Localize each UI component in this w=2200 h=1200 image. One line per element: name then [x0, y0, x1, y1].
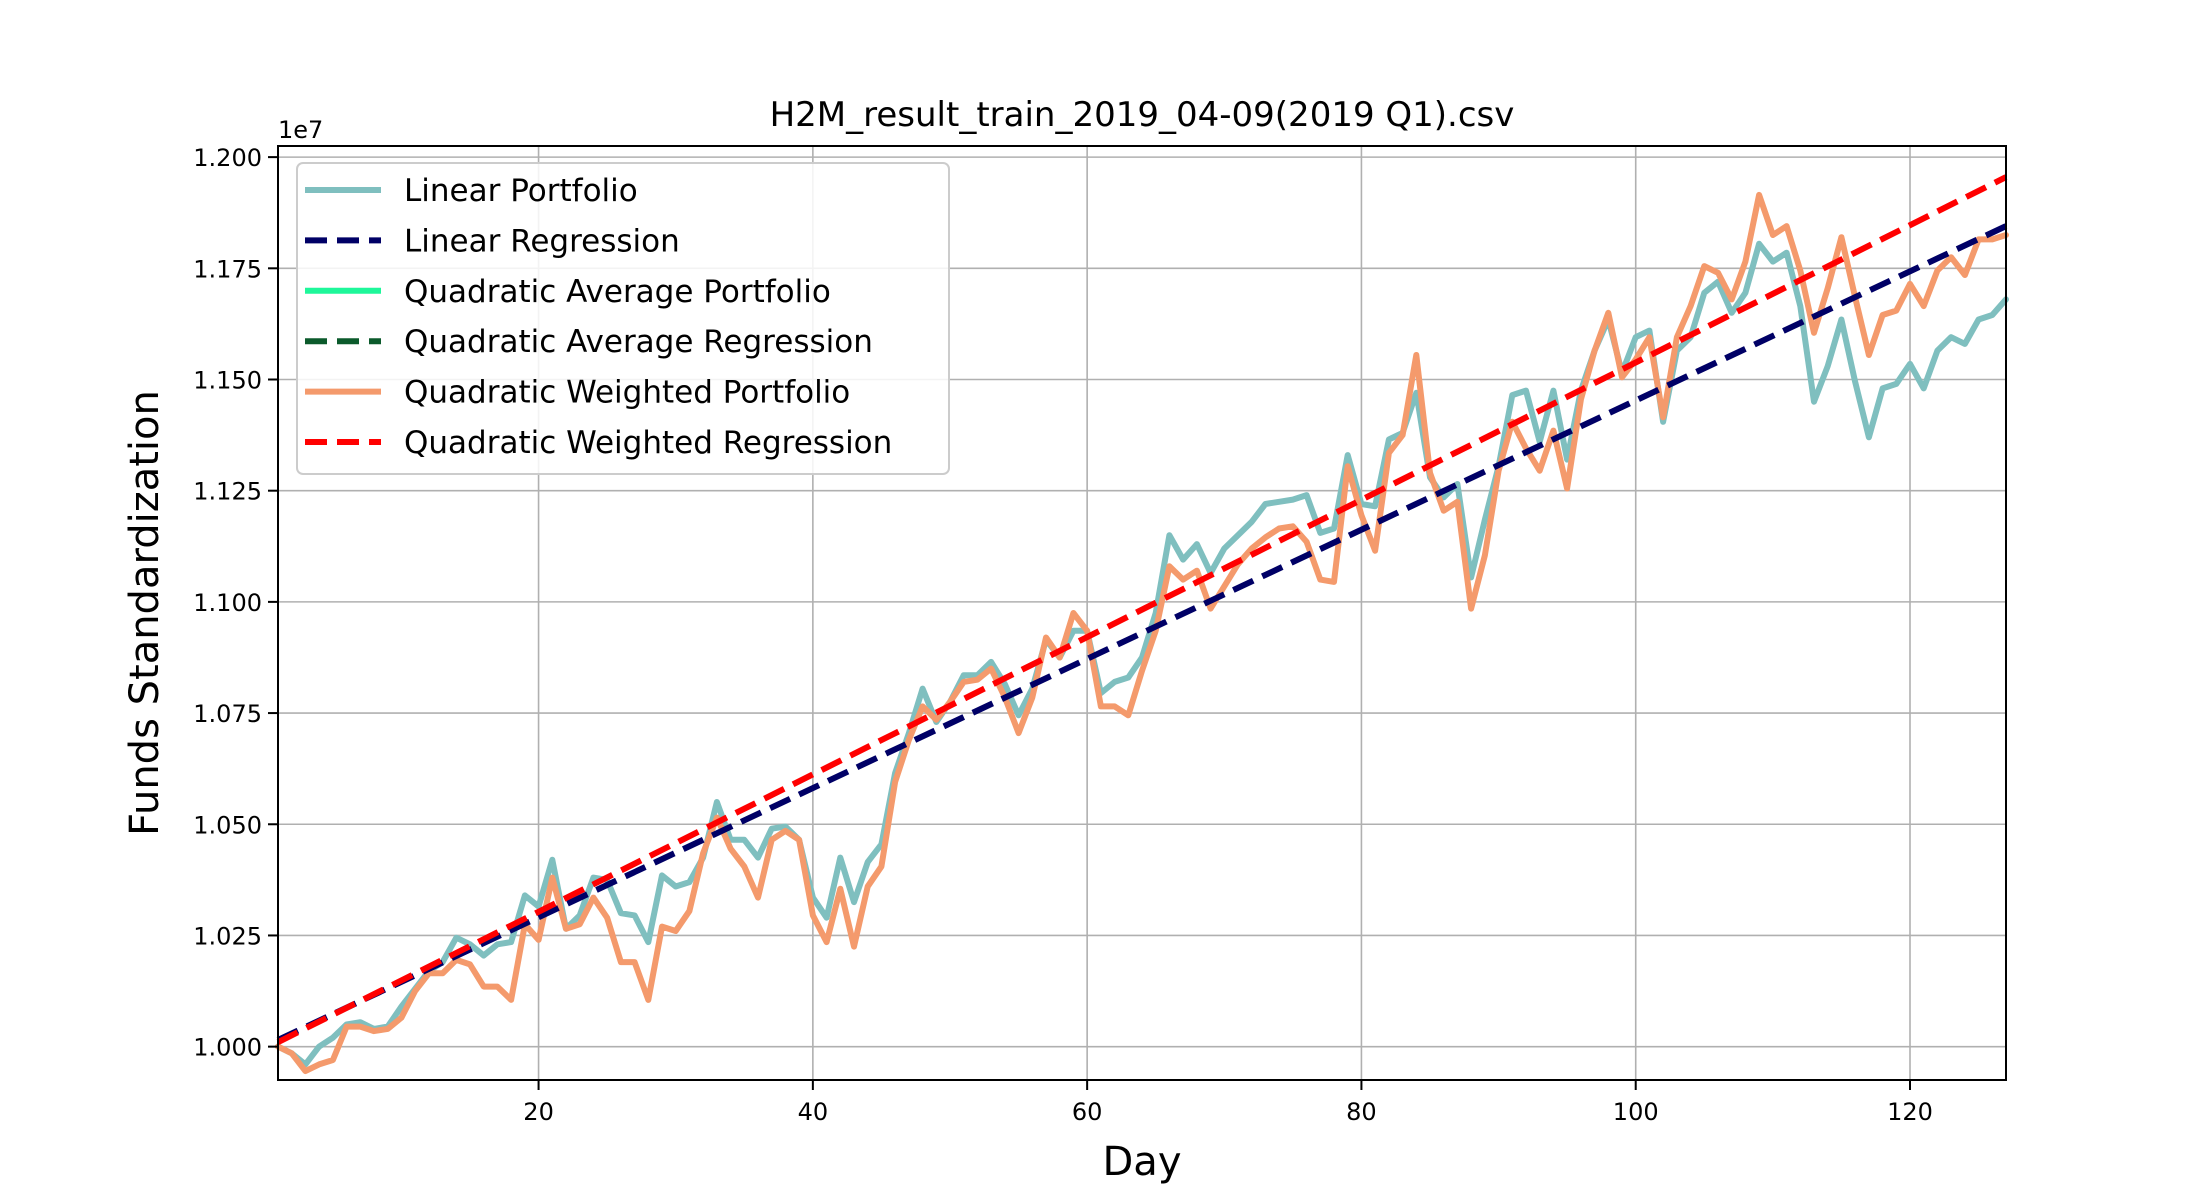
chart-title: H2M_result_train_2019_04-09(2019 Q1).csv — [770, 95, 1515, 135]
x-tick-label: 120 — [1887, 1098, 1933, 1126]
legend-label-linear-portfolio: Linear Portfolio — [404, 173, 638, 209]
series-line-quadratic-weighted-portfolio — [275, 191, 2009, 1075]
y-axis-label: Funds Standardization — [122, 390, 168, 836]
y-tick-label: 1.000 — [193, 1034, 262, 1062]
legend-label-quadratic-average-portfolio: Quadratic Average Portfolio — [404, 274, 831, 310]
y-tick-label: 1.025 — [193, 922, 262, 950]
x-tick-label: 100 — [1613, 1098, 1659, 1126]
legend-box — [296, 162, 950, 475]
y-offset-label: 1e7 — [278, 116, 323, 144]
y-tick-label: 1.200 — [193, 144, 262, 172]
y-tick-label: 1.050 — [193, 811, 262, 839]
y-tick-label: 1.175 — [193, 255, 262, 283]
legend-label-quadratic-average-regression: Quadratic Average Regression — [404, 324, 873, 360]
legend: Linear Portfolio Linear Regression Quadrat… — [296, 162, 950, 475]
legend-label-linear-regression: Linear Regression — [404, 223, 680, 259]
y-tick-label: 1.100 — [193, 589, 262, 617]
x-tick-label: 20 — [523, 1098, 554, 1126]
y-tick-label: 1.150 — [193, 367, 262, 395]
x-axis-label: Day — [1103, 1139, 1182, 1185]
x-tick-label: 80 — [1346, 1098, 1377, 1126]
axis-ticks: 20 40 60 80 100 120 1.000 1.025 1.050 1.075 1.100 1… — [193, 144, 1933, 1126]
x-tick-label: 40 — [798, 1098, 829, 1126]
legend-label-quadratic-weighted-regression: Quadratic Weighted Regression — [404, 425, 892, 461]
plot-series — [275, 174, 2009, 1075]
x-tick-label: 60 — [1072, 1098, 1103, 1126]
y-tick-label: 1.125 — [193, 478, 262, 506]
series-line-quadratic-weighted-regression — [276, 174, 2008, 1045]
legend-label-quadratic-weighted-portfolio: Quadratic Weighted Portfolio — [404, 375, 850, 411]
grid — [278, 146, 2006, 1080]
plot-area-frame — [277, 145, 2007, 1081]
y-tick-label: 1.075 — [193, 700, 262, 728]
